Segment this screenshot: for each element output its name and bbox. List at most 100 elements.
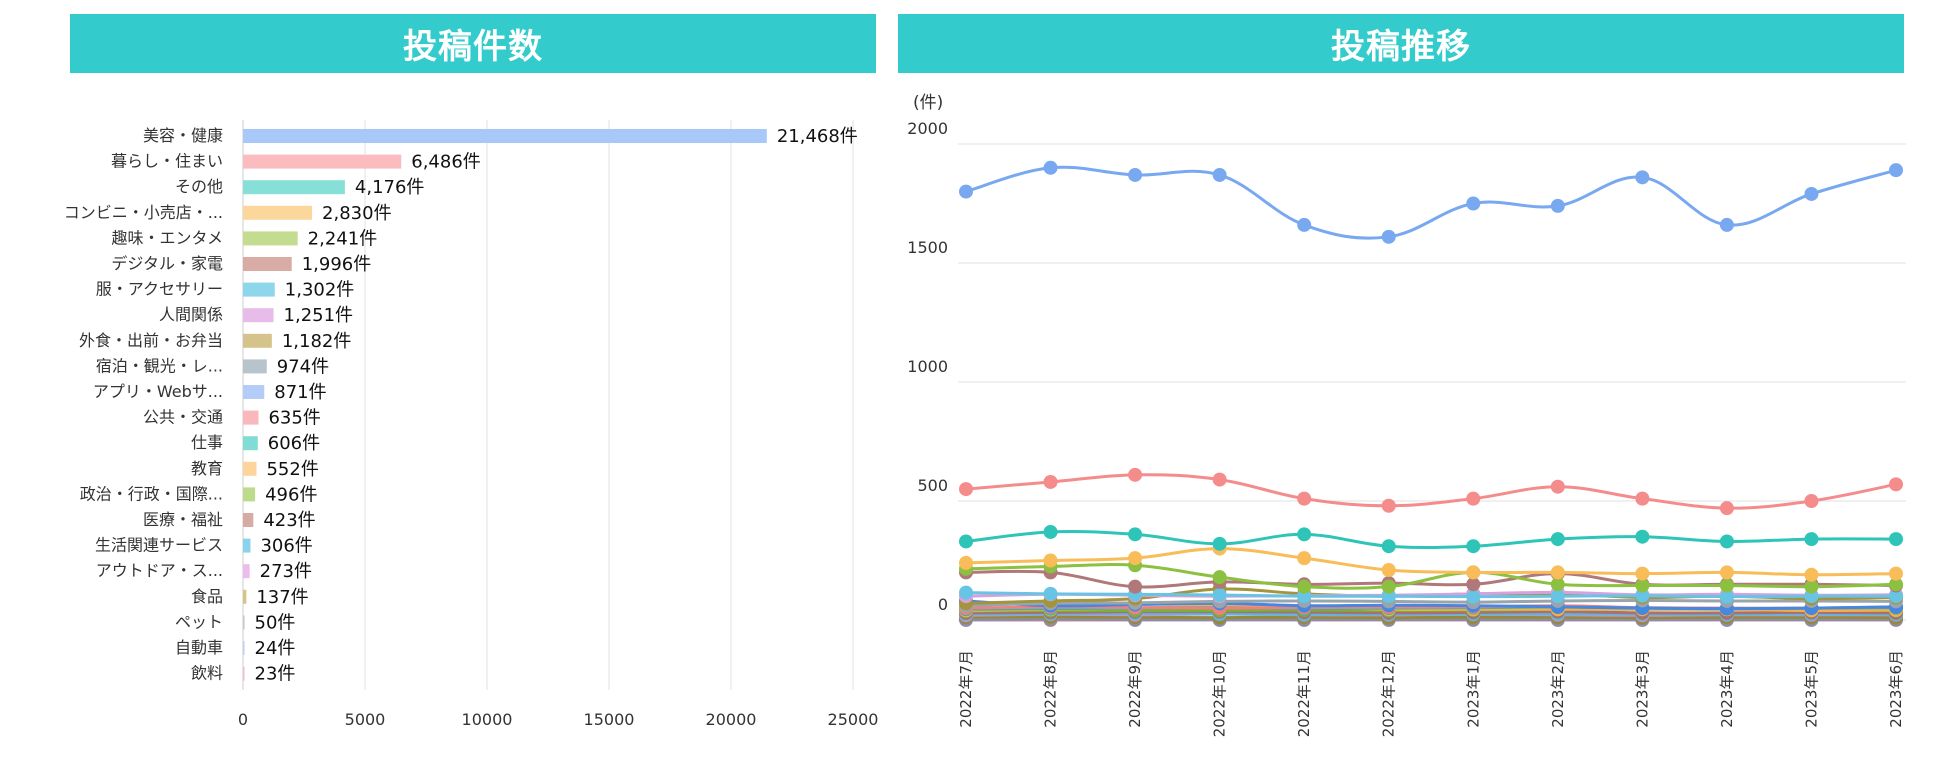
series-point: [1466, 196, 1481, 211]
series-point: [1719, 217, 1734, 232]
bar-value-label: 552件: [266, 459, 318, 480]
series-point: [1719, 501, 1734, 516]
series-line: [965, 547, 1897, 577]
series-point: [1212, 570, 1227, 585]
category-label: 政治・行政・国際...: [80, 484, 223, 503]
category-label: デジタル・家電: [111, 254, 223, 273]
series-point: [959, 184, 973, 199]
bar-value-label: 496件: [265, 484, 317, 505]
series-point: [1381, 579, 1396, 594]
line-series: [959, 524, 1903, 554]
bar: [243, 410, 259, 425]
x-month-label: 2023年5月: [1802, 650, 1820, 728]
series-point: [1719, 589, 1734, 604]
bar: [243, 129, 767, 143]
y-tick-label: 1500: [907, 238, 948, 257]
y-tick-label: 0: [938, 595, 948, 614]
category-label: ペット: [175, 612, 223, 631]
series-point: [1635, 578, 1650, 593]
y-tick-label: 1000: [907, 357, 948, 376]
bar-value-label: 2,241件: [308, 228, 378, 249]
series-point: [1043, 586, 1058, 601]
category-label: 教育: [191, 459, 223, 478]
bar: [243, 487, 256, 502]
series-point: [1128, 467, 1143, 482]
x-month-label: 2022年8月: [1042, 650, 1060, 728]
x-month-label: 2022年12月: [1380, 650, 1398, 737]
category-label: 仕事: [191, 433, 223, 452]
bar-value-label: 273件: [260, 561, 312, 582]
bar-value-label: 1,182件: [282, 331, 352, 352]
category-label: 美容・健康: [143, 126, 223, 145]
x-tick-label: 0: [238, 710, 248, 729]
series-point: [1635, 588, 1650, 603]
series-point: [1889, 477, 1903, 492]
series-line: [965, 598, 1897, 608]
line-chart-title: 投稿推移: [1331, 27, 1471, 67]
category-label: 医療・福祉: [143, 510, 223, 529]
series-point: [1466, 565, 1481, 580]
x-month-label: 2023年4月: [1718, 650, 1736, 728]
y-unit-label: (件): [913, 93, 943, 113]
series-point: [959, 534, 973, 549]
bar-value-label: 23件: [255, 664, 296, 685]
series-point: [1550, 577, 1565, 592]
x-tick-label: 10000: [462, 710, 513, 729]
bar-chart-header: 投稿件数: [70, 14, 876, 73]
category-label: 公共・交通: [143, 408, 223, 427]
series-point: [1212, 472, 1227, 487]
bar-value-label: 137件: [256, 587, 308, 608]
bar-value-label: 2,830件: [322, 203, 392, 224]
series-point: [1381, 498, 1396, 513]
series-point: [1466, 589, 1481, 604]
category-label: その他: [175, 177, 223, 196]
x-month-label: 2023年3月: [1633, 650, 1651, 728]
bar-value-label: 606件: [268, 433, 320, 454]
series-point: [1043, 524, 1058, 539]
series-point: [1804, 567, 1819, 582]
bar-value-label: 50件: [255, 612, 296, 633]
series-point: [1128, 527, 1143, 542]
bar: [243, 282, 275, 297]
bar-value-label: 21,468件: [777, 126, 858, 147]
x-month-label: 2023年1月: [1464, 650, 1482, 728]
series-point: [1550, 479, 1565, 494]
series-point: [959, 555, 973, 570]
series-point: [1297, 491, 1312, 506]
series-line: [965, 615, 1897, 620]
bar-value-label: 635件: [268, 408, 320, 429]
series-point: [1381, 229, 1396, 244]
x-month-label: 2022年11月: [1295, 650, 1313, 737]
series-point: [1550, 565, 1565, 580]
series-point: [1719, 565, 1734, 580]
series-point: [959, 585, 973, 600]
bar-value-label: 423件: [263, 510, 315, 531]
series-line: [965, 563, 1897, 590]
series-point: [1804, 579, 1819, 594]
bar: [243, 513, 254, 527]
series-point: [1128, 551, 1143, 566]
y-tick-label: 500: [917, 476, 948, 495]
line-series: [959, 558, 1903, 594]
bar: [243, 615, 245, 630]
series-point: [1804, 186, 1819, 201]
series-point: [1212, 167, 1227, 182]
category-label: 趣味・エンタメ: [111, 228, 223, 247]
bar-value-label: 306件: [260, 536, 312, 557]
series-point: [959, 482, 973, 497]
line-series: [959, 467, 1903, 516]
series-point: [1128, 167, 1143, 182]
series-point: [1635, 491, 1650, 506]
series-point: [1466, 577, 1481, 592]
x-month-label: 2022年7月: [957, 650, 975, 728]
series-point: [1212, 536, 1227, 551]
y-tick-label: 2000: [907, 119, 948, 138]
series-point: [1804, 532, 1819, 547]
x-month-label: 2022年9月: [1126, 650, 1144, 728]
category-label: 生活関連サービス: [95, 536, 223, 555]
series-point: [1381, 539, 1396, 554]
bar: [243, 154, 402, 169]
series-line: [965, 591, 1897, 599]
category-label: 人間関係: [159, 305, 223, 324]
bar-value-label: 4,176件: [355, 177, 425, 198]
